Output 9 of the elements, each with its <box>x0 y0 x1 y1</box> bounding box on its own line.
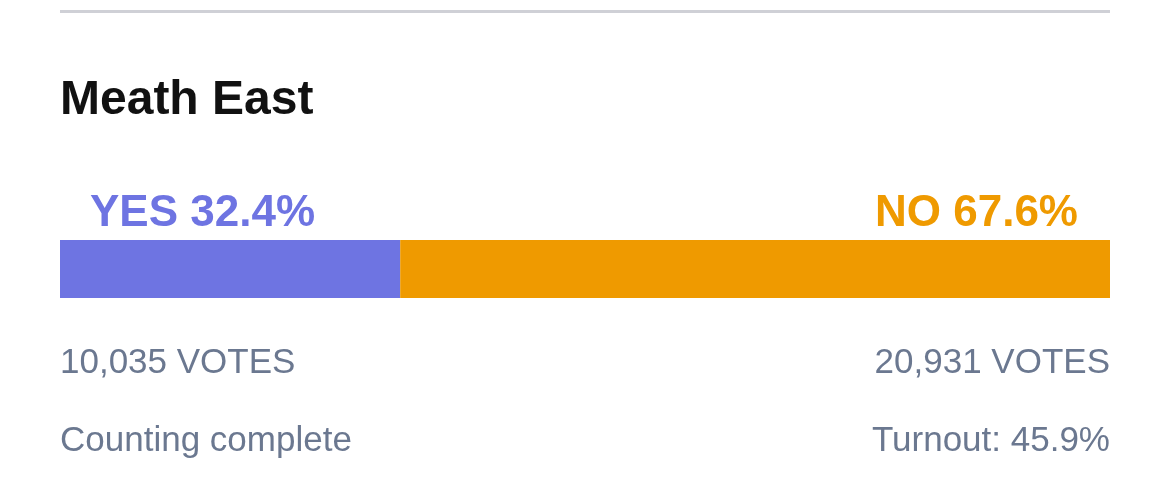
text: Turnout: 45.9% <box>871 418 1110 460</box>
text: 10,035 VOTES <box>60 340 297 382</box>
series-label: NO <box>875 186 941 235</box>
data-label: 67.6% <box>953 186 1078 235</box>
text: 20,931 VOTES <box>873 340 1110 382</box>
chart-title: Meath East <box>60 70 314 125</box>
data-label: 32.4% <box>190 186 316 235</box>
series-label: YES <box>90 186 179 235</box>
text: Counting complete <box>60 418 353 460</box>
